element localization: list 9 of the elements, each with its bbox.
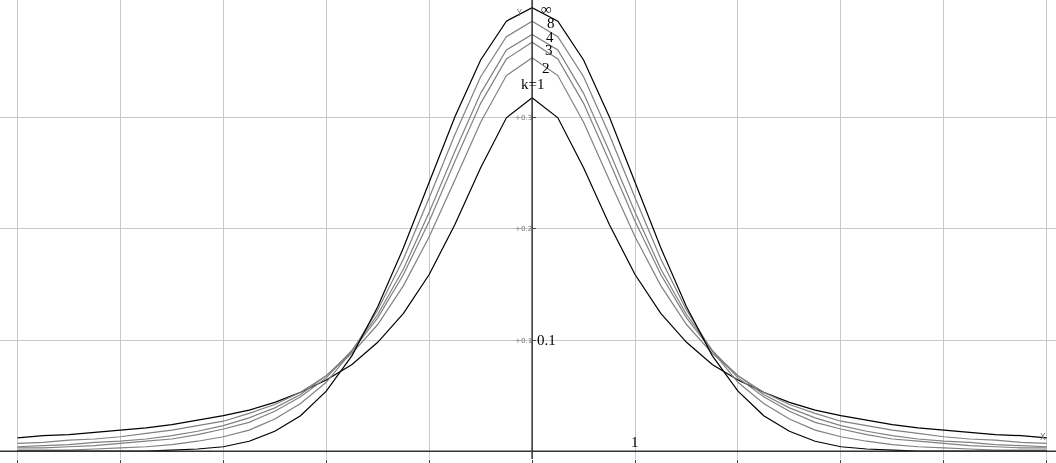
x-axis-title: X (1040, 433, 1046, 442)
annotation: 4 (546, 29, 554, 45)
annotation: 8 (547, 15, 555, 31)
annotation: 2 (542, 60, 550, 76)
annotation: 3 (545, 42, 553, 58)
y-axis-title: Y (516, 9, 522, 18)
annotation: 0.1 (537, 332, 556, 348)
annotation: 1 (631, 434, 639, 450)
annotation: ∞ (541, 1, 552, 17)
